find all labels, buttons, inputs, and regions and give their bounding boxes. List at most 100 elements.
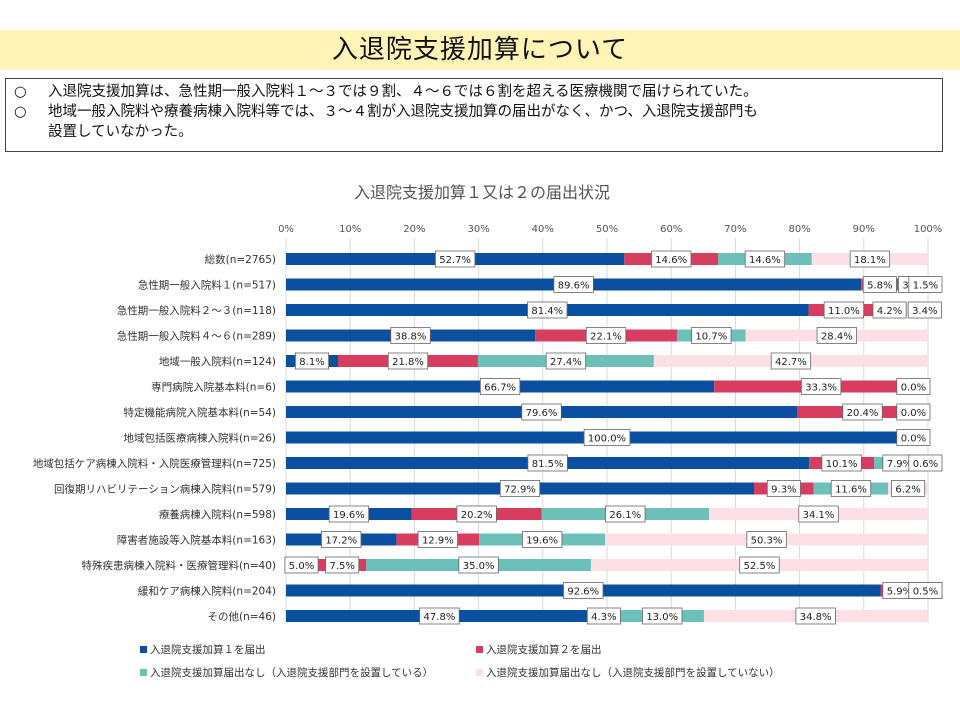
category-label: 急性期一般入院料１(n=517)	[138, 279, 276, 292]
data-label-text: 26.1%	[609, 510, 641, 521]
data-label-box	[417, 531, 458, 548]
data-label: 7.5%	[325, 556, 360, 574]
data-label-text: 0.5%	[913, 587, 938, 598]
x-tick-label: 60%	[660, 224, 682, 235]
data-label-text: 0.6%	[913, 459, 938, 470]
data-label: 11.0%	[823, 301, 865, 319]
legend-swatch	[140, 646, 147, 653]
data-label: 19.6%	[522, 531, 563, 548]
data-label-box	[908, 582, 943, 599]
data-label: 10.7%	[691, 327, 732, 344]
data-label-text: 28.4%	[821, 332, 853, 343]
data-label: 19.6%	[328, 505, 370, 523]
data-label-box	[284, 556, 319, 574]
category-label: 特定機能病院入院基本料(n=54)	[123, 406, 276, 419]
data-label: 0.5%	[908, 582, 943, 599]
data-label: 4.2%	[872, 301, 907, 319]
legend-item: 入退院支援加算届出なし（入退院支援部門を設置していない）	[476, 666, 780, 679]
data-label-box	[585, 327, 627, 344]
data-label-text: 34.1%	[803, 510, 835, 521]
data-label-text: 19.6%	[526, 536, 558, 547]
data-label-text: 1.5%	[913, 281, 938, 292]
data-label: 50.3%	[746, 531, 787, 548]
summary-box: ○ 入退院支援加算は、急性期一般入院料１～３では９割、４～６では６割を超える医療…	[5, 78, 943, 152]
data-label-text: 66.7%	[484, 383, 516, 394]
data-label: 92.6%	[563, 582, 604, 599]
category-label: 障害者施設等入院基本料(n=163)	[117, 534, 276, 547]
x-axis-ticks: 0% 10% 20% 30% 40% 50% 60% 70% 80% 90% 100%	[278, 224, 942, 235]
data-label: 81.5%	[527, 454, 568, 472]
data-label-text: 81.5%	[532, 459, 564, 470]
legend-item: 入退院支援加算１を届出	[140, 643, 266, 656]
data-label-text: 72.9%	[504, 485, 536, 496]
data-label-text: 81.4%	[531, 306, 563, 317]
summary-text: 入退院支援加算は、急性期一般入院料１～３では９割、４～６では６割を超える医療機関…	[48, 84, 758, 100]
data-label: 26.1%	[605, 505, 646, 523]
data-label: 34.1%	[798, 505, 839, 523]
data-label-box	[642, 607, 683, 625]
legend-swatch	[140, 669, 147, 676]
data-label: 28.4%	[816, 327, 857, 344]
data-label-box	[419, 607, 460, 625]
legend-item: 入退院支援加算２を届出	[476, 643, 602, 656]
legend-label: 入退院支援加算届出なし（入退院支援部門を設置していない）	[486, 666, 780, 679]
summary-text: 設置していなかった。	[48, 124, 193, 140]
data-label-box	[830, 480, 872, 497]
data-label-text: 14.6%	[655, 255, 687, 266]
data-label-box	[456, 505, 497, 523]
data-label-box	[744, 250, 786, 268]
data-label: 0.0%	[896, 378, 931, 395]
data-label: 38.8%	[390, 327, 431, 344]
data-label: 72.9%	[499, 480, 541, 497]
data-label-text: 100.0%	[588, 434, 626, 445]
data-label-box	[651, 250, 692, 268]
data-label-text: 7.9%	[887, 459, 912, 470]
data-label-box	[908, 276, 943, 293]
category-label: 特殊疾患病棟入院料・医療管理料(n=40)	[81, 559, 276, 572]
data-label: 12.9%	[417, 531, 458, 548]
data-label-box	[328, 505, 370, 523]
data-label-box	[295, 352, 330, 370]
data-label-text: 35.0%	[463, 561, 495, 572]
data-label-box	[862, 276, 897, 293]
data-label-box	[798, 505, 839, 523]
x-tick-label: 0%	[278, 224, 294, 235]
data-label-box	[823, 301, 865, 319]
legend: 入退院支援加算１を届出 入退院支援加算２を届出入退院支援加算届出なし（入退院支援部…	[140, 643, 780, 679]
data-label-text: 21.8%	[392, 357, 424, 368]
data-label-box	[739, 556, 780, 574]
data-label-box	[563, 582, 604, 599]
x-tick-label: 30%	[467, 224, 489, 235]
legend-swatch	[476, 669, 483, 676]
data-label: 47.8%	[419, 607, 460, 625]
data-label: 21.8%	[387, 352, 429, 370]
data-label-box	[605, 505, 646, 523]
data-label-text: 38.8%	[395, 332, 427, 343]
data-label-text: 42.7%	[775, 357, 807, 368]
summary-line: 設置していなかった。	[14, 122, 934, 142]
data-labels: 52.7%14.6%14.6%18.1%89.6%5.8%3.1%1.5%81.…	[284, 250, 943, 625]
data-label-box	[545, 352, 587, 370]
data-label-text: 79.6%	[526, 408, 558, 419]
data-label-box	[479, 378, 521, 395]
summary-line: ○ 地域一般入院料や療養病棟入院料等では、３～４割が入退院支援加算の届出がなく、…	[14, 102, 934, 122]
category-label: 専門病院入院基本料(n=6)	[151, 381, 276, 394]
data-label: 3.4%	[907, 301, 942, 319]
page-title: 入退院支援加算について	[331, 35, 629, 65]
data-label-box	[891, 480, 926, 497]
data-label: 0.0%	[896, 429, 931, 446]
data-label-text: 89.6%	[558, 281, 590, 292]
data-label-text: 5.8%	[867, 281, 892, 292]
bullet-mark: ○	[14, 84, 27, 100]
data-label-text: 47.8%	[424, 612, 456, 623]
data-label-box	[908, 454, 943, 472]
data-label-box	[583, 429, 631, 446]
data-label: 89.6%	[553, 276, 594, 293]
data-label-text: 27.4%	[550, 357, 582, 368]
data-label-box	[325, 556, 360, 574]
data-label: 79.6%	[521, 403, 562, 421]
data-label-text: 33.3%	[805, 383, 837, 394]
chart-title: 入退院支援加算１又は２の届出状況	[354, 183, 610, 202]
x-tick-label: 70%	[724, 224, 746, 235]
data-label: 10.1%	[821, 454, 862, 472]
